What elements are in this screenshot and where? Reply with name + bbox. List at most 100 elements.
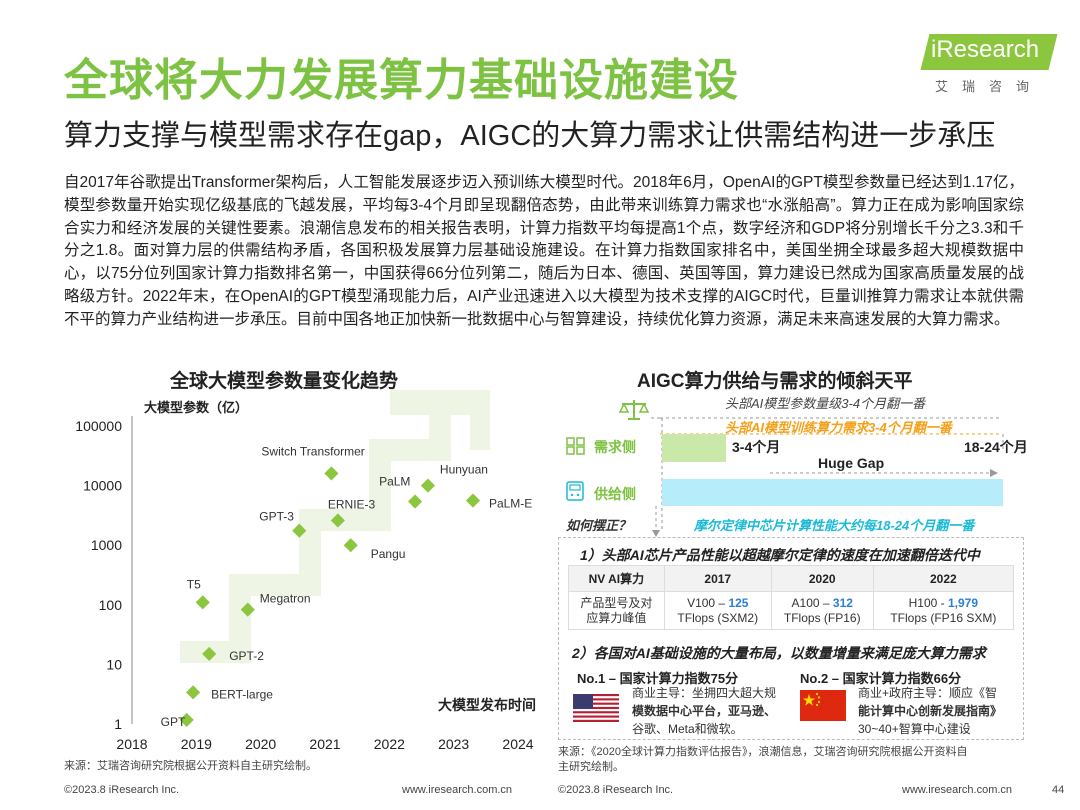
row-label: 产品型号及对 应算力峰值 bbox=[568, 591, 665, 630]
china-line-3: 30~40+智算中心建设 bbox=[858, 722, 971, 736]
gap-label: Huge Gap bbox=[818, 455, 885, 471]
y-tick-label: 1 bbox=[114, 716, 122, 732]
point-label: Pangu bbox=[371, 547, 406, 561]
usa-description: 商业主导：坐拥四大超大规 模数据中心平台，亚马逊、 谷歌、Meta和微软。 bbox=[632, 684, 776, 738]
point-label: Megatron bbox=[260, 592, 311, 606]
point-label: Hunyuan bbox=[440, 463, 488, 477]
x-tick-label: 2020 bbox=[245, 736, 276, 752]
peak-value: 1,979 bbox=[947, 595, 979, 610]
demand-period: 3-4个月 bbox=[732, 439, 781, 455]
nv-compute-table: NV AI算力 2017 2020 2022 产品型号及对 应算力峰值 V100… bbox=[568, 565, 1015, 630]
data-point bbox=[324, 466, 339, 481]
data-point bbox=[343, 538, 358, 553]
y-tick-label: 1000 bbox=[91, 537, 122, 553]
data-point bbox=[240, 602, 255, 617]
data-point bbox=[465, 493, 481, 508]
table-header: 2022 bbox=[872, 565, 1015, 592]
usa-line-3: 谷歌、Meta和微软。 bbox=[632, 722, 743, 736]
background-staircase bbox=[180, 410, 451, 663]
chart-ticks: 1 10 100 1000 10000 100000 2018 2019 2020 2021 202… bbox=[75, 418, 533, 752]
data-point bbox=[195, 595, 210, 610]
supply-side-label: 供给侧 bbox=[594, 486, 636, 502]
data-point bbox=[420, 478, 436, 493]
table-header: NV AI算力 bbox=[568, 565, 665, 592]
chip-icon bbox=[566, 481, 584, 501]
left-source: 来源：艾瑞咨询研究院根据公开资料自主研究绘制。 bbox=[64, 760, 317, 772]
supply-period: 18-24个月 bbox=[964, 439, 1028, 455]
peak-value: 125 bbox=[728, 595, 749, 610]
x-tick-label: 2019 bbox=[181, 736, 212, 752]
y-tick-label: 10 bbox=[106, 656, 122, 672]
point-label: GPT bbox=[161, 715, 186, 729]
x-tick-label: 2021 bbox=[309, 736, 340, 752]
table-cell-2022: H100 - 1,979 TFlops (FP16 SXM) bbox=[872, 591, 1015, 630]
right-chart-title: AIGC算力供给与需求的倾斜天平 bbox=[637, 371, 913, 392]
peak-unit: TFlops (SXM2) bbox=[677, 610, 759, 625]
demand-bar bbox=[662, 434, 726, 462]
page-subtitle: 算力支撑与模型需求存在gap，AIGC的大算力需求让供需结构进一步承压 bbox=[64, 120, 996, 152]
usa-flag-icon bbox=[573, 694, 619, 722]
note-model-params: 头部AI模型参数量级3-4个月翻一番 bbox=[725, 396, 926, 411]
page-number: 44 bbox=[1052, 784, 1065, 796]
background-arrow bbox=[390, 390, 490, 450]
model-name: V100 – bbox=[687, 595, 729, 610]
y-tick-label: 100000 bbox=[75, 418, 122, 434]
china-rank: No.2 – 国家计算力指数66分 bbox=[800, 671, 962, 686]
usa-line-1: 商业主导：坐拥四大超大规 bbox=[632, 686, 777, 700]
usa-rank: No.1 – 国家计算力指数75分 bbox=[577, 671, 739, 686]
x-tick-label: 2018 bbox=[116, 736, 147, 752]
logo-text: iResearch bbox=[931, 36, 1040, 63]
iresearch-logo: iResearch 艾瑞咨询 bbox=[920, 30, 1058, 94]
section-1-heading: 1）头部AI芯片产品性能以超越摩尔定律的速度在加速翻倍迭代中 bbox=[580, 547, 980, 563]
moore-law-note: 摩尔定律中芯片计算性能大约每18-24个月翻一番 bbox=[694, 518, 975, 533]
data-point bbox=[330, 513, 345, 528]
usa-line-2: 模数据中心平台，亚马逊、 bbox=[632, 704, 777, 718]
y-tick-label: 10000 bbox=[83, 478, 122, 494]
x-tick-label: 2023 bbox=[438, 736, 469, 752]
copyright-left: ©2023.8 iResearch Inc. bbox=[64, 784, 180, 796]
page-title: 全球将大力发展算力基础设施建设 bbox=[64, 56, 739, 105]
model-name: H100 - bbox=[908, 595, 948, 610]
table-row: 产品型号及对 应算力峰值 V100 – 125 TFlops (SXM2) A1… bbox=[568, 591, 1015, 630]
point-label: GPT-2 bbox=[229, 649, 264, 663]
point-label: PaLM bbox=[379, 475, 410, 489]
right-source: 来源：《2020全球计算力指数评估报告》，浪潮信息，艾瑞咨询研究院根据公开资料自… bbox=[558, 745, 967, 775]
table-header: 2017 bbox=[663, 565, 772, 592]
left-chart-title: 全球大模型参数量变化趋势 bbox=[170, 371, 399, 392]
explanation-box bbox=[558, 537, 1024, 740]
y-tick-label: 100 bbox=[99, 597, 123, 613]
table-header: 2020 bbox=[770, 565, 874, 592]
demand-grid-icon bbox=[566, 437, 585, 455]
demand-side-label: 需求侧 bbox=[594, 439, 636, 455]
data-point bbox=[407, 494, 423, 509]
url-right[interactable]: www.iresearch.com.cn bbox=[902, 784, 1013, 796]
row-label-line-1: 产品型号及对 bbox=[580, 595, 653, 610]
point-label: Switch Transformer bbox=[261, 444, 364, 458]
table-cell-2017: V100 – 125 TFlops (SXM2) bbox=[663, 591, 772, 630]
peak-unit: TFlops (FP16 SXM) bbox=[890, 610, 997, 625]
peak-unit: TFlops (FP16) bbox=[783, 610, 861, 625]
point-label: T5 bbox=[187, 577, 201, 591]
balance-scale-icon bbox=[618, 400, 650, 420]
body-paragraph: 自2017年谷歌提出Transformer架构后，人工智能发展逐步迈入预训练大模… bbox=[64, 174, 1024, 328]
row-label-line-2: 应算力峰值 bbox=[586, 610, 647, 625]
china-line-2: 能计算中心创新发展指南》 bbox=[858, 704, 1003, 718]
data-point bbox=[186, 685, 201, 700]
table-header-row: NV AI算力 2017 2020 2022 bbox=[568, 565, 1015, 592]
data-point bbox=[202, 646, 217, 661]
x-tick-label: 2022 bbox=[374, 736, 405, 752]
data-point bbox=[292, 523, 307, 538]
point-label: BERT-large bbox=[211, 687, 273, 701]
chart-points: GPT BERT-large T5 GPT-2 Megatron GPT-3 Switch … bbox=[161, 444, 533, 729]
question-label: 如何摆正？ bbox=[566, 518, 632, 533]
point-label: PaLM-E bbox=[489, 497, 532, 511]
model-name: A100 – bbox=[791, 595, 833, 610]
logo-subtitle: 艾瑞咨询 bbox=[935, 79, 1044, 94]
note-training-demand: 头部AI模型训练算力需求3-4个月翻一番 bbox=[725, 420, 952, 435]
point-label: ERNIE-3 bbox=[328, 497, 376, 511]
peak-value: 312 bbox=[832, 595, 853, 610]
right-source-line-1: 来源：《2020全球计算力指数评估报告》，浪潮信息，艾瑞咨询研究院根据公开资料自 bbox=[558, 746, 968, 758]
url-left[interactable]: www.iresearch.com.cn bbox=[402, 784, 513, 796]
section-2-heading: 2）各国对AI基础设施的大量布局，以数量增量来满足庞大算力需求 bbox=[572, 645, 986, 661]
x-axis-label: 大模型发布时间 bbox=[438, 697, 536, 713]
